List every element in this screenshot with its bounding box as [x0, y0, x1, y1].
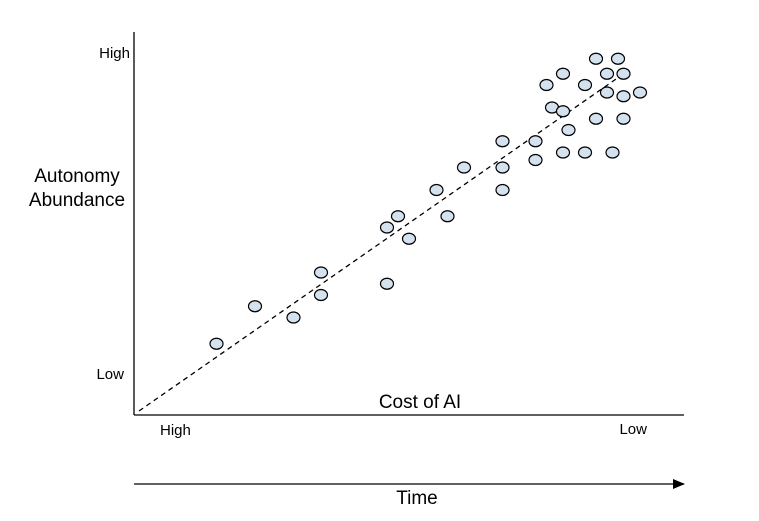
- data-point-17: [528, 153, 543, 167]
- data-point-28: [599, 67, 615, 80]
- time-label: Time: [396, 488, 438, 509]
- data-point-32: [616, 67, 631, 80]
- trend-line: [138, 69, 630, 412]
- data-point-7: [379, 221, 395, 234]
- data-point-31: [610, 52, 626, 65]
- data-point-4: [313, 266, 329, 279]
- data-point-12: [456, 161, 472, 174]
- y-axis-label-line-2: Abundance: [29, 190, 125, 211]
- data-point-13: [495, 183, 510, 197]
- data-point-15: [495, 135, 510, 148]
- data-point-27: [588, 112, 604, 125]
- y-tick-low: Low: [96, 366, 124, 383]
- data-point-8: [390, 210, 406, 223]
- data-point-2: [247, 300, 263, 313]
- y-axis-label-line-1: Autonomy: [34, 166, 120, 187]
- data-point-30: [605, 146, 620, 159]
- data-point-22: [561, 123, 576, 137]
- data-point-18: [539, 78, 554, 92]
- data-point-11: [440, 210, 455, 223]
- data-point-26: [588, 52, 604, 65]
- x-axis-label: Cost of AI: [379, 392, 461, 413]
- data-point-5: [313, 288, 329, 302]
- data-point-10: [429, 183, 444, 197]
- data-point-21: [555, 105, 571, 118]
- data-point-20: [555, 67, 571, 80]
- data-point-33: [616, 90, 631, 103]
- data-point-14: [495, 161, 510, 174]
- x-tick-low: Low: [619, 421, 647, 438]
- data-point-34: [616, 112, 631, 125]
- data-point-9: [401, 232, 417, 245]
- data-point-25: [577, 146, 593, 159]
- data-point-3: [286, 311, 301, 324]
- data-point-6: [379, 277, 395, 290]
- data-point-29: [599, 86, 615, 99]
- y-tick-high: High: [99, 45, 130, 62]
- data-point-1: [209, 337, 224, 350]
- data-point-16: [528, 135, 543, 148]
- data-point-24: [577, 78, 593, 92]
- data-points: [209, 52, 648, 350]
- data-point-23: [555, 146, 571, 159]
- x-tick-high: High: [160, 422, 191, 439]
- data-point-35: [632, 86, 648, 99]
